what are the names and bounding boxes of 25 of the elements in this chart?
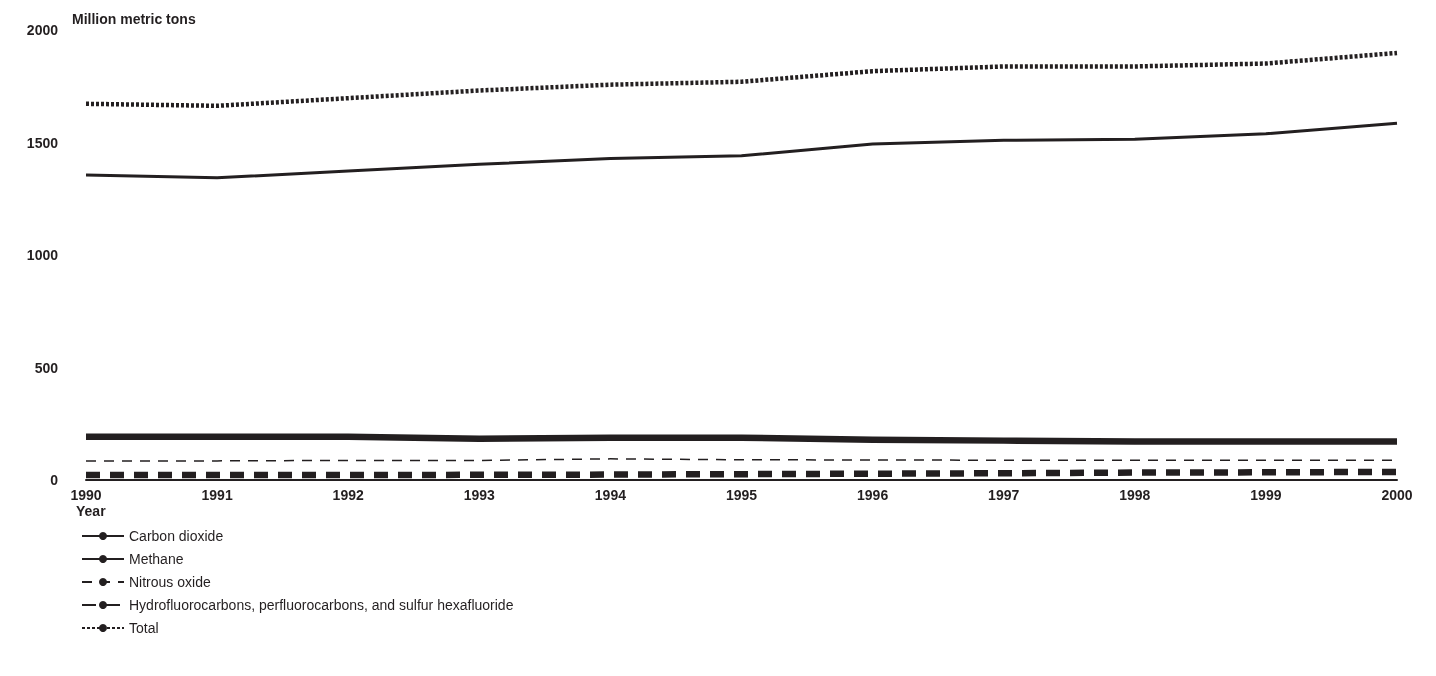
y-tick-label: 0 [50,472,59,488]
y-tick-label: 2000 [26,22,59,38]
x-axis-title: Year [76,503,107,519]
y-axis-title: Million metric tons [72,11,196,27]
x-tick-label: 1999 [1250,487,1282,503]
x-tick-label: 2000 [1381,487,1413,503]
x-tick-label: 1995 [725,487,758,503]
legend-label: Nitrous oxide [129,574,211,590]
x-tick-label: 1992 [332,487,364,503]
line-series [84,121,1399,180]
x-tick-label: 1997 [988,487,1020,503]
x-tick-label: 1991 [201,487,233,503]
legend-label: Carbon dioxide [129,528,224,544]
legend-label: Methane [129,551,184,567]
y-tick-label: 500 [34,359,59,376]
y-tick-label: 1500 [26,134,59,151]
x-tick-label: 1990 [70,487,102,503]
x-tick-label: 1994 [594,487,627,503]
x-tick-label: 1998 [1119,487,1151,503]
legend-label: Total [129,620,159,636]
y-tick-label: 1000 [26,247,59,263]
line-series [83,50,1400,109]
legend-label: Hydrofluorocarbons, perfluorocarbons, and sulfur hexafluoride [129,597,514,613]
x-tick-label: 1996 [857,487,889,503]
x-tick-label: 1993 [463,487,496,503]
